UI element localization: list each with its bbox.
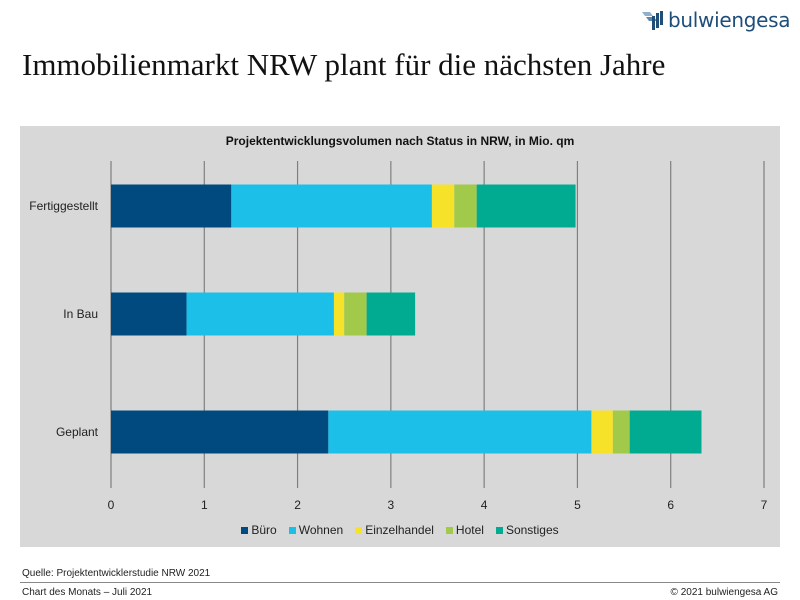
legend-label: Einzelhandel <box>365 523 434 537</box>
legend-item: Büro <box>241 523 277 537</box>
x-tick-label: 5 <box>574 498 581 512</box>
x-tick-label: 3 <box>388 498 395 512</box>
bar-segment-einzelhandel <box>333 292 345 336</box>
y-category-label: Fertiggestellt <box>29 199 98 213</box>
bar-segment-hotel <box>612 410 630 454</box>
legend-swatch <box>241 526 249 534</box>
bar-segment-büro <box>111 184 232 228</box>
source-note: Quelle: Projektentwicklerstudie NRW 2021 <box>22 568 211 579</box>
bar-segment-wohnen <box>328 410 592 454</box>
legend-swatch <box>288 526 296 534</box>
legend-item: Hotel <box>445 523 484 537</box>
legend-label: Büro <box>251 523 277 537</box>
brand-logo: bulwiengesa <box>640 6 791 34</box>
bar-segment-sonstiges <box>629 410 702 454</box>
copyright: © 2021 bulwiengesa AG <box>670 587 778 598</box>
legend-label: Wohnen <box>298 523 344 537</box>
bar-segment-büro <box>111 292 187 336</box>
bar-segment-einzelhandel <box>431 184 455 228</box>
legend-swatch <box>495 526 503 534</box>
chart-title: Projektentwicklungsvolumen nach Status i… <box>225 134 575 148</box>
bar-segment-wohnen <box>231 184 432 228</box>
bar-segment-hotel <box>454 184 477 228</box>
bar-segment-einzelhandel <box>591 410 613 454</box>
bar-segment-wohnen <box>186 292 334 336</box>
x-tick-label: 4 <box>481 498 488 512</box>
legend-item: Wohnen <box>288 523 344 537</box>
bar-segment-sonstiges <box>476 184 576 228</box>
x-tick-label: 7 <box>761 498 768 512</box>
legend-item: Sonstiges <box>495 523 559 537</box>
x-tick-label: 1 <box>201 498 208 512</box>
bar-segment-sonstiges <box>366 292 416 336</box>
x-tick-label: 6 <box>667 498 674 512</box>
footer-divider <box>20 582 780 583</box>
chart-series-label: Chart des Monats – Juli 2021 <box>22 587 153 598</box>
chart-plot: 0 1 2 3 4 5 6 7 Fertiggestellt In Bau Geplant <box>29 161 768 512</box>
legend-swatch <box>355 526 363 534</box>
chart-panel: Projektentwicklungsvolumen nach Status i… <box>20 126 780 547</box>
page-title: Immobilienmarkt NRW plant für die nächst… <box>22 47 666 82</box>
y-category-label: Geplant <box>56 425 99 439</box>
legend-swatch <box>445 526 453 534</box>
bulwiengesa-logo-icon <box>642 11 663 30</box>
chart-legend: Büro Wohnen Einzelhandel Hotel Sonstiges <box>20 523 780 537</box>
legend-label: Sonstiges <box>505 523 559 537</box>
y-category-label: In Bau <box>63 307 98 321</box>
bar-segment-hotel <box>344 292 367 336</box>
bar-segment-büro <box>111 410 329 454</box>
brand-name: bulwiengesa <box>668 8 791 32</box>
legend-item: Einzelhandel <box>355 523 434 537</box>
x-tick-label: 2 <box>294 498 301 512</box>
x-tick-label: 0 <box>108 498 115 512</box>
legend-label: Hotel <box>455 523 484 537</box>
